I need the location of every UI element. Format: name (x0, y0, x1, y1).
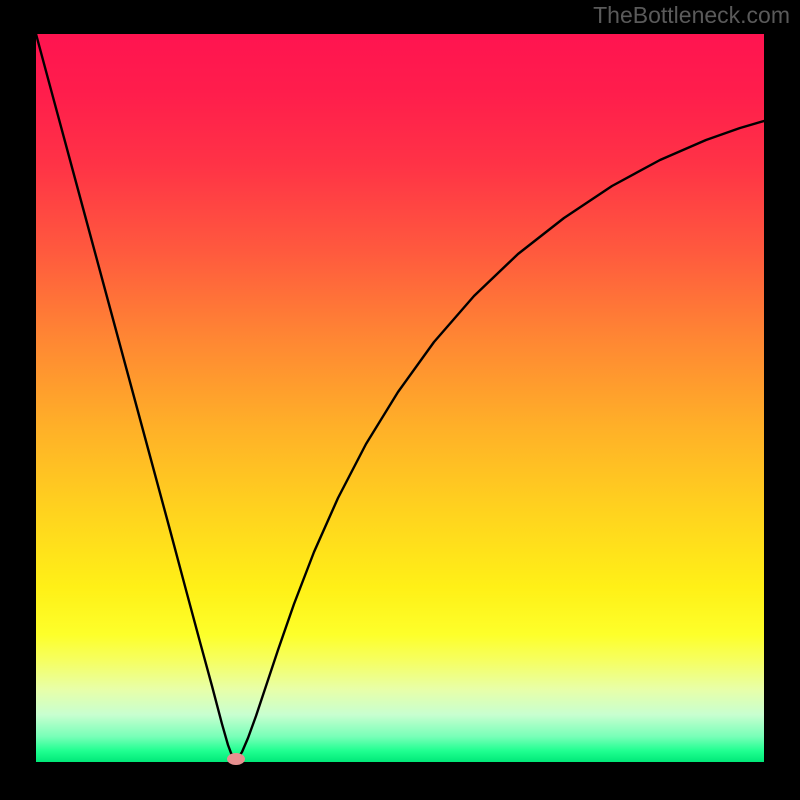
gradient-plot-area (36, 34, 764, 762)
optimal-point-marker (227, 753, 245, 765)
chart-container: { "watermark": { "text": "TheBottleneck.… (0, 0, 800, 800)
bottleneck-chart (0, 0, 800, 800)
